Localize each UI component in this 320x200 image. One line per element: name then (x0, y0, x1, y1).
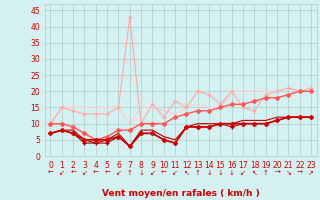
X-axis label: Vent moyen/en rafales ( km/h ): Vent moyen/en rafales ( km/h ) (102, 189, 260, 198)
